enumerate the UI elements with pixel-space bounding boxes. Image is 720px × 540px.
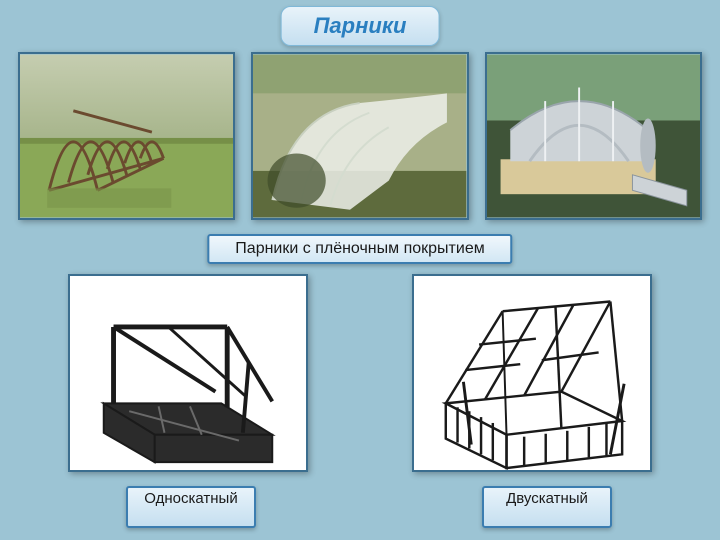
title-badge: Парники — [281, 6, 440, 46]
photo-metal-icon — [487, 54, 700, 218]
caption-single-slope: Односкатный — [126, 486, 256, 528]
photo-metal-cold-frame — [485, 52, 702, 220]
diagram-single-slope — [68, 274, 308, 472]
photo-hoops-frame — [18, 52, 235, 220]
photo-film-icon — [253, 54, 466, 218]
double-slope-icon — [414, 276, 650, 470]
photo-film-tunnel — [251, 52, 468, 220]
caption-double-slope: Двускатный — [482, 486, 612, 528]
diagram-double-slope — [412, 274, 652, 472]
single-slope-icon — [70, 276, 306, 470]
bottom-labels-row: Односкатный Двускатный — [68, 486, 652, 528]
photo-hoops-icon — [20, 54, 233, 218]
top-photo-row — [18, 52, 702, 220]
bottom-diagram-row — [68, 274, 652, 472]
middle-label: Парники с плёночным покрытием — [207, 234, 512, 264]
